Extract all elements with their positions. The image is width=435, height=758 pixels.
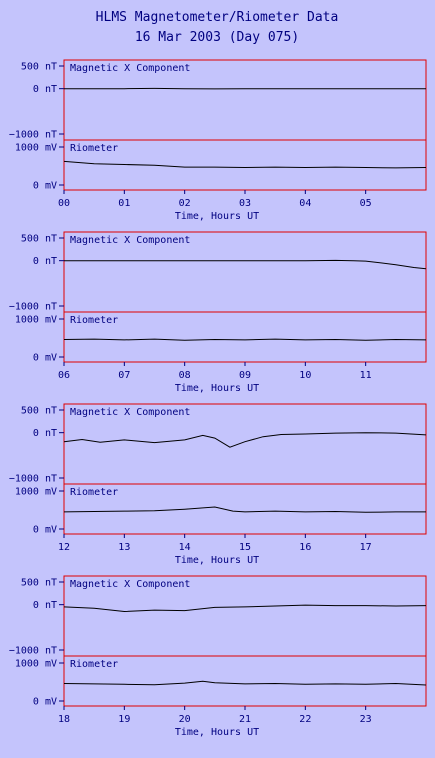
x-tick-label: 11 <box>360 370 372 381</box>
mag-y-tick-label: 500 nT <box>21 406 57 417</box>
mag-series-line <box>63 604 427 613</box>
panel-1: 500 nT 0 nT −1000 nT 1000 mV 0 mV Magnetic X … <box>9 231 427 394</box>
mag-y-tick-label: 0 nT <box>33 256 57 267</box>
mag-panel-label: Magnetic X Component <box>70 579 190 590</box>
mag-y-tick-label: −1000 nT <box>9 474 57 485</box>
x-tick-label: 03 <box>239 198 251 209</box>
mag-panel-label: Magnetic X Component <box>70 407 190 418</box>
x-tick-label: 18 <box>58 714 70 725</box>
x-tick-label: 02 <box>179 198 191 209</box>
rio-y-tick-label: 0 mV <box>33 697 57 708</box>
rio-panel-label: Riometer <box>70 487 118 498</box>
x-tick-label: 13 <box>118 542 130 553</box>
mag-y-tick-label: 500 nT <box>21 234 57 245</box>
x-tick-label: 01 <box>118 198 130 209</box>
mag-y-tick-label: −1000 nT <box>9 130 57 141</box>
rio-y-tick-label: 1000 mV <box>15 315 57 326</box>
rio-frame <box>63 311 427 363</box>
x-tick-label: 07 <box>118 370 130 381</box>
x-axis-label: Time, Hours UT <box>175 211 259 222</box>
x-tick-label: 08 <box>179 370 191 381</box>
panel-3: 500 nT 0 nT −1000 nT 1000 mV 0 mV Magnetic X … <box>9 575 427 738</box>
rio-series-line <box>63 338 427 341</box>
rio-frame <box>63 483 427 535</box>
mag-panel-label: Magnetic X Component <box>70 235 190 246</box>
x-axis-label: Time, Hours UT <box>175 727 259 738</box>
panels: 500 nT 0 nT −1000 nT 1000 mV 0 mV Magnetic X … <box>9 59 427 738</box>
x-axis-label: Time, Hours UT <box>175 555 259 566</box>
mag-series-line <box>63 432 427 448</box>
mag-y-tick-label: −1000 nT <box>9 646 57 657</box>
mag-y-tick-label: 500 nT <box>21 62 57 73</box>
x-tick-label: 10 <box>299 370 311 381</box>
mag-y-tick-label: −1000 nT <box>9 302 57 313</box>
rio-series-line <box>63 506 426 513</box>
mag-y-tick-label: 0 nT <box>33 600 57 611</box>
x-tick-label: 04 <box>299 198 311 209</box>
x-tick-label: 09 <box>239 370 251 381</box>
rio-frame <box>63 139 427 191</box>
rio-series-line <box>63 680 427 686</box>
mag-panel-label: Magnetic X Component <box>70 63 190 74</box>
x-tick-label: 23 <box>360 714 372 725</box>
mag-y-tick-label: 500 nT <box>21 578 57 589</box>
x-tick-label: 17 <box>360 542 372 553</box>
panel-2: 500 nT 0 nT −1000 nT 1000 mV 0 mV Magnetic X … <box>9 403 427 566</box>
panel-0: 500 nT 0 nT −1000 nT 1000 mV 0 mV Magnetic X … <box>9 59 427 222</box>
rio-y-tick-label: 1000 mV <box>15 659 57 670</box>
x-tick-label: 12 <box>58 542 70 553</box>
rio-panel-label: Riometer <box>70 143 118 154</box>
chart-title: HLMS Magnetometer/Riometer Data <box>96 10 339 25</box>
x-tick-label: 06 <box>58 370 70 381</box>
rio-series-line <box>63 160 427 169</box>
rio-frame <box>63 655 427 707</box>
x-tick-label: 15 <box>239 542 251 553</box>
rio-panel-label: Riometer <box>70 659 118 670</box>
x-tick-label: 22 <box>299 714 311 725</box>
rio-y-tick-label: 0 mV <box>33 181 57 192</box>
mag-series-line <box>64 87 426 90</box>
rio-y-tick-label: 0 mV <box>33 525 57 536</box>
rio-y-tick-label: 0 mV <box>33 353 57 364</box>
x-tick-label: 21 <box>239 714 251 725</box>
x-tick-label: 19 <box>118 714 130 725</box>
x-axis-label: Time, Hours UT <box>175 383 259 394</box>
rio-y-tick-label: 1000 mV <box>15 143 57 154</box>
mag-series-line <box>64 259 427 270</box>
x-tick-label: 14 <box>179 542 191 553</box>
x-tick-label: 20 <box>179 714 191 725</box>
mag-y-tick-label: 0 nT <box>33 428 57 439</box>
x-tick-label: 16 <box>299 542 311 553</box>
mag-y-tick-label: 0 nT <box>33 84 57 95</box>
chart-subtitle: 16 Mar 2003 (Day 075) <box>135 30 299 45</box>
x-tick-label: 05 <box>360 198 372 209</box>
rio-y-tick-label: 1000 mV <box>15 487 57 498</box>
x-tick-label: 00 <box>58 198 70 209</box>
rio-panel-label: Riometer <box>70 315 118 326</box>
